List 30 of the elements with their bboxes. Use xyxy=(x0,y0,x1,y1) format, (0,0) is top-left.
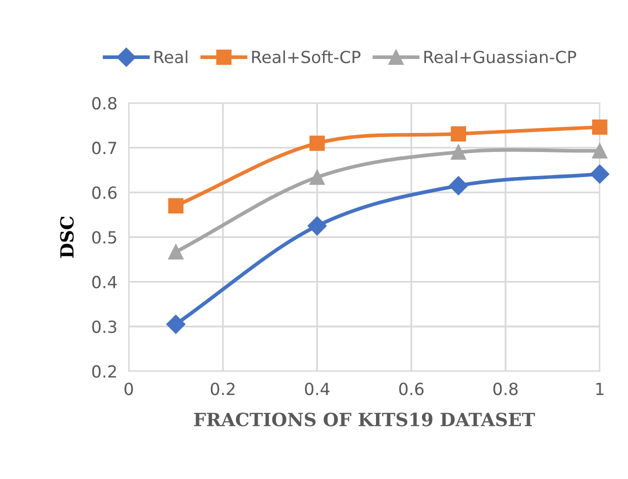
x-tick-label: 0.6 xyxy=(399,382,424,396)
y-tick-label: 0.2 xyxy=(92,365,116,378)
y-tick-label: 0.3 xyxy=(92,320,116,334)
point xyxy=(450,144,466,160)
point xyxy=(590,164,610,184)
x-tick-label: 0 xyxy=(124,382,133,396)
point xyxy=(310,136,325,151)
point xyxy=(308,216,327,236)
y-tick-label: 0.8 xyxy=(92,96,116,110)
y-axis-title: DSC xyxy=(60,216,74,258)
y-tick-label: 0.6 xyxy=(92,186,117,199)
x-tick-label: 0.8 xyxy=(493,382,518,396)
point xyxy=(592,143,608,158)
x-tick-label: 0.4 xyxy=(304,382,330,396)
x-tick-label: 0.2 xyxy=(210,382,235,396)
point xyxy=(310,170,325,185)
legend-label: Real xyxy=(154,50,188,64)
point xyxy=(168,244,184,260)
point xyxy=(450,126,466,142)
legend-label: Real+Soft-CP xyxy=(252,50,360,64)
x-tick-label: 1 xyxy=(596,382,604,395)
x-axis-title: FRACTIONS OF KITS19 DATASET xyxy=(194,412,535,426)
point xyxy=(448,176,468,196)
y-tick-label: 0.7 xyxy=(92,142,116,154)
point xyxy=(168,198,184,214)
y-tick-label: 0.4 xyxy=(92,276,117,288)
legend-label: Real+Guassian-CP xyxy=(424,50,576,64)
point xyxy=(166,314,186,334)
y-tick-label: 0.5 xyxy=(92,231,116,244)
point xyxy=(592,119,608,135)
